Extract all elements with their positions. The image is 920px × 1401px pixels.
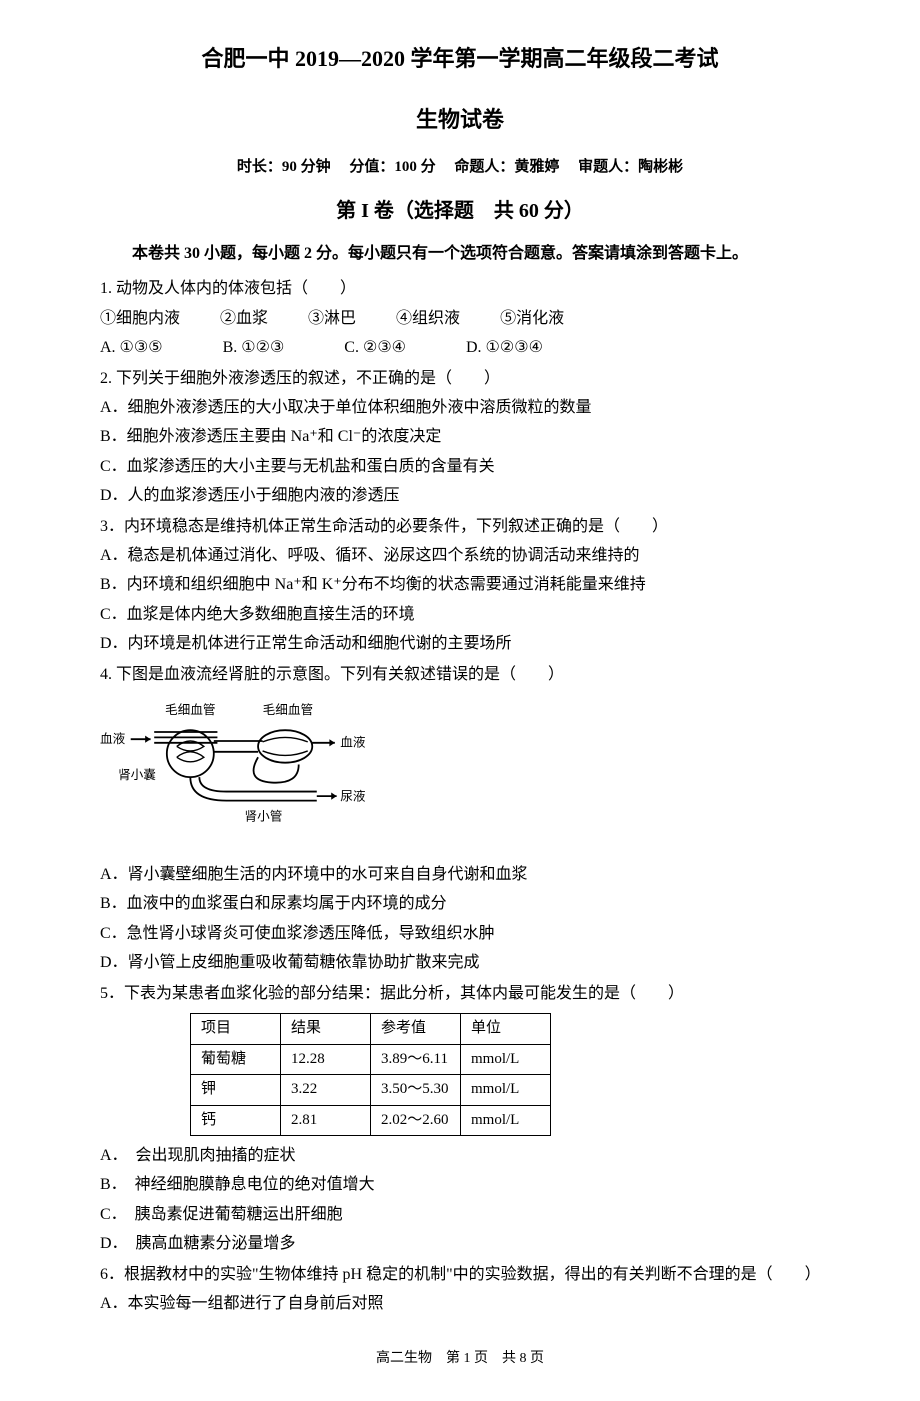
q1-item-1: ①细胞内液	[100, 305, 180, 332]
q2-stem: 2. 下列关于细胞外液渗透压的叙述，不正确的是（ ）	[100, 365, 820, 392]
q4-stem: 4. 下图是血液流经肾脏的示意图。下列有关叙述错误的是（ ）	[100, 661, 820, 688]
q3-opt-a: A．稳态是机体通过消化、呼吸、循环、泌尿这四个系统的协调活动来维持的	[100, 542, 820, 569]
q2-opt-a: A．细胞外液渗透压的大小取决于单位体积细胞外液中溶质微粒的数量	[100, 394, 820, 421]
q1-item-2: ②血浆	[220, 305, 268, 332]
exam-title: 合肥一中 2019—2020 学年第一学期高二年级段二考试	[100, 40, 820, 77]
q2-opt-b: B．细胞外液渗透压主要由 Na⁺和 Cl⁻的浓度决定	[100, 423, 820, 450]
reviewer: 审题人：陶彬彬	[578, 159, 683, 175]
q5-opt-c: C． 胰岛素促进葡萄糖运出肝细胞	[100, 1201, 820, 1228]
q1-opt-d: D. ①②③④	[466, 334, 543, 361]
cell: 2.81	[281, 1105, 371, 1136]
q5-stem: 5．下表为某患者血浆化验的部分结果：据此分析，其体内最可能发生的是（ ）	[100, 980, 820, 1007]
label-urine: 尿液	[340, 790, 366, 804]
q3-stem: 3．内环境稳态是维持机体正常生命活动的必要条件，下列叙述正确的是（ ）	[100, 513, 820, 540]
q5-opt-d: D． 胰高血糖素分泌量增多	[100, 1230, 820, 1257]
cell: mmol/L	[461, 1105, 551, 1136]
question-4: 4. 下图是血液流经肾脏的示意图。下列有关叙述错误的是（ ） 毛细血管 毛细血管…	[100, 661, 820, 976]
q1-stem: 1. 动物及人体内的体液包括（ ）	[100, 275, 820, 302]
q3-opt-c: C．血浆是体内绝大多数细胞直接生活的环境	[100, 601, 820, 628]
q1-item-4: ④组织液	[396, 305, 460, 332]
page-footer: 高二生物 第 1 页 共 8 页	[100, 1347, 820, 1371]
table-header-row: 项目 结果 参考值 单位	[191, 1014, 551, 1045]
th-result: 结果	[281, 1014, 371, 1045]
kidney-diagram: 毛细血管 毛细血管 血液 肾小囊 血液 尿液 肾小管	[100, 694, 380, 844]
q1-item-3: ③淋巴	[308, 305, 356, 332]
q5-table: 项目 结果 参考值 单位 葡萄糖 12.28 3.89～6.11 mmol/L …	[190, 1013, 551, 1136]
duration: 时长：90 分钟	[237, 159, 331, 175]
th-unit: 单位	[461, 1014, 551, 1045]
author: 命题人：黄雅婷	[454, 159, 559, 175]
q1-item-5: ⑤消化液	[500, 305, 564, 332]
q2-opt-c: C．血浆渗透压的大小主要与无机盐和蛋白质的含量有关	[100, 453, 820, 480]
q4-opt-b: B．血液中的血浆蛋白和尿素均属于内环境的成分	[100, 890, 820, 917]
label-blood-in: 血液	[100, 732, 126, 746]
table-row: 葡萄糖 12.28 3.89～6.11 mmol/L	[191, 1044, 551, 1075]
label-capsule: 肾小囊	[118, 767, 156, 782]
cell: 钾	[191, 1075, 281, 1106]
cell: 葡萄糖	[191, 1044, 281, 1075]
q1-items: ①细胞内液 ②血浆 ③淋巴 ④组织液 ⑤消化液	[100, 305, 820, 332]
cell: 2.02～2.60	[371, 1105, 461, 1136]
q5-opt-b: B． 神经细胞膜静息电位的绝对值增大	[100, 1171, 820, 1198]
exam-meta: 时长：90 分钟 分值：100 分 命题人：黄雅婷 审题人：陶彬彬	[100, 155, 820, 181]
question-5: 5．下表为某患者血浆化验的部分结果：据此分析，其体内最可能发生的是（ ） 项目 …	[100, 980, 820, 1257]
q6-stem: 6．根据教材中的实验"生物体维持 pH 稳定的机制"中的实验数据，得出的有关判断…	[100, 1261, 820, 1288]
section-title: 第 I 卷（选择题 共 60 分）	[100, 194, 820, 228]
question-6: 6．根据教材中的实验"生物体维持 pH 稳定的机制"中的实验数据，得出的有关判断…	[100, 1261, 820, 1317]
cell: 钙	[191, 1105, 281, 1136]
th-ref: 参考值	[371, 1014, 461, 1045]
q1-opt-c: C. ②③④	[344, 334, 406, 361]
cell: mmol/L	[461, 1075, 551, 1106]
cell: mmol/L	[461, 1044, 551, 1075]
score: 分值：100 分	[349, 159, 435, 175]
cell: 12.28	[281, 1044, 371, 1075]
q6-opt-a: A．本实验每一组都进行了自身前后对照	[100, 1290, 820, 1317]
cell: 3.50～5.30	[371, 1075, 461, 1106]
question-2: 2. 下列关于细胞外液渗透压的叙述，不正确的是（ ） A．细胞外液渗透压的大小取…	[100, 365, 820, 509]
cell: 3.22	[281, 1075, 371, 1106]
q4-opt-a: A．肾小囊壁细胞生活的内环境中的水可来自自身代谢和血浆	[100, 861, 820, 888]
table-row: 钙 2.81 2.02～2.60 mmol/L	[191, 1105, 551, 1136]
q1-opt-b: B. ①②③	[223, 334, 285, 361]
q3-opt-d: D．内环境是机体进行正常生命活动和细胞代谢的主要场所	[100, 630, 820, 657]
label-cap1: 毛细血管	[165, 703, 216, 717]
q3-opt-b: B．内环境和组织细胞中 Na⁺和 K⁺分布不均衡的状态需要通过消耗能量来维持	[100, 571, 820, 598]
th-item: 项目	[191, 1014, 281, 1045]
exam-subject: 生物试卷	[100, 101, 820, 138]
q2-opt-d: D．人的血浆渗透压小于细胞内液的渗透压	[100, 482, 820, 509]
instruction: 本卷共 30 小题，每小题 2 分。每小题只有一个选项符合题意。答案请填涂到答题…	[100, 240, 820, 267]
label-blood-out: 血液	[340, 736, 366, 750]
q4-opt-d: D．肾小管上皮细胞重吸收葡萄糖依靠协助扩散来完成	[100, 949, 820, 976]
question-1: 1. 动物及人体内的体液包括（ ） ①细胞内液 ②血浆 ③淋巴 ④组织液 ⑤消化…	[100, 275, 820, 361]
q1-opt-a: A. ①③⑤	[100, 334, 163, 361]
q4-opt-c: C．急性肾小球肾炎可使血浆渗透压降低，导致组织水肿	[100, 920, 820, 947]
q1-options: A. ①③⑤ B. ①②③ C. ②③④ D. ①②③④	[100, 334, 820, 361]
label-cap2: 毛细血管	[263, 703, 314, 717]
cell: 3.89～6.11	[371, 1044, 461, 1075]
q5-opt-a: A． 会出现肌肉抽搐的症状	[100, 1142, 820, 1169]
label-tubule: 肾小管	[245, 810, 283, 824]
table-row: 钾 3.22 3.50～5.30 mmol/L	[191, 1075, 551, 1106]
question-3: 3．内环境稳态是维持机体正常生命活动的必要条件，下列叙述正确的是（ ） A．稳态…	[100, 513, 820, 657]
